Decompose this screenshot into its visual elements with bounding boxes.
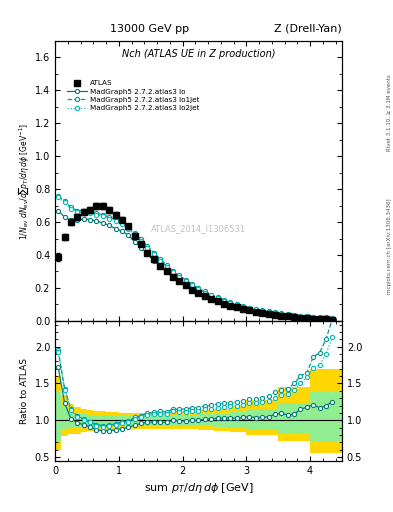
Y-axis label: Ratio to ATLAS: Ratio to ATLAS bbox=[20, 358, 29, 424]
Text: Nch (ATLAS UE in Z production): Nch (ATLAS UE in Z production) bbox=[122, 49, 275, 59]
Y-axis label: $1/N_\mathrm{ev}\ dN_\mathrm{ev}/d\!\sum\!p_T/d\eta\,d\phi\ [\mathrm{GeV}^{-1}]$: $1/N_\mathrm{ev}\ dN_\mathrm{ev}/d\!\sum… bbox=[17, 122, 31, 240]
Legend: ATLAS, MadGraph5 2.7.2.atlas3 lo, MadGraph5 2.7.2.atlas3 lo1jet, MadGraph5 2.7.2: ATLAS, MadGraph5 2.7.2.atlas3 lo, MadGra… bbox=[64, 78, 202, 113]
Text: 13000 GeV pp: 13000 GeV pp bbox=[110, 24, 189, 34]
Text: ATLAS_2014_I1306531: ATLAS_2014_I1306531 bbox=[151, 224, 246, 233]
Text: Z (Drell-Yan): Z (Drell-Yan) bbox=[274, 24, 342, 34]
Text: Rivet 3.1.10, ≥ 3.1M events: Rivet 3.1.10, ≥ 3.1M events bbox=[387, 74, 392, 151]
X-axis label: sum $p_T/d\eta\,d\phi$ [GeV]: sum $p_T/d\eta\,d\phi$ [GeV] bbox=[143, 481, 253, 495]
Text: mcplots.cern.ch [arXiv:1306.3436]: mcplots.cern.ch [arXiv:1306.3436] bbox=[387, 198, 392, 293]
